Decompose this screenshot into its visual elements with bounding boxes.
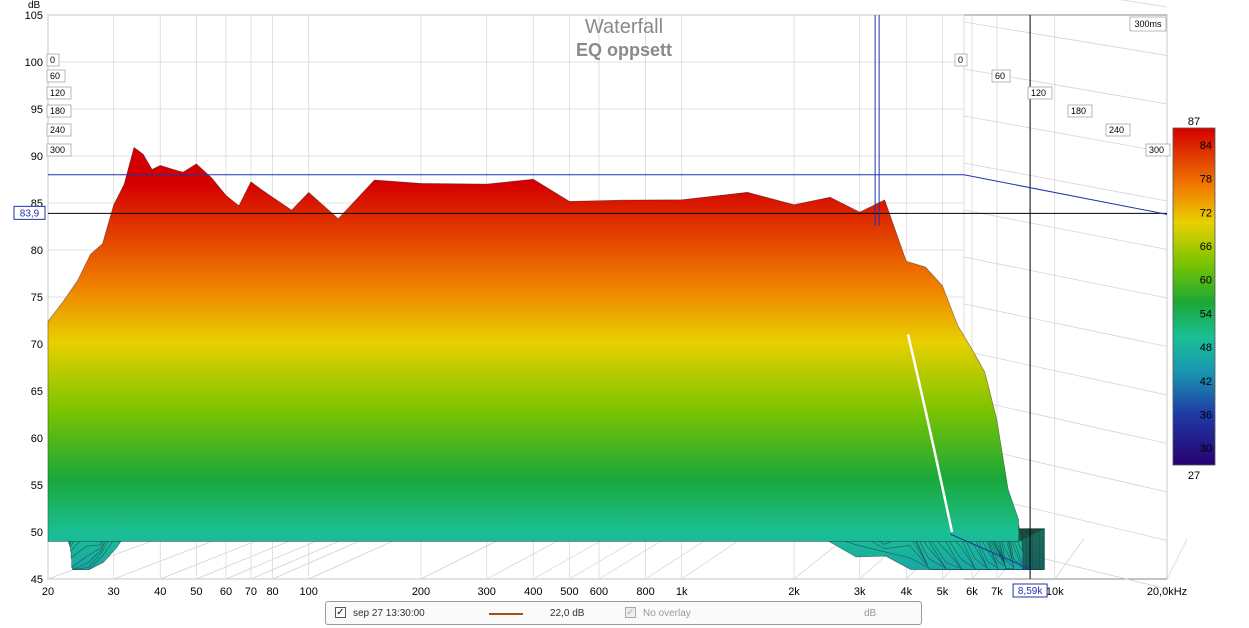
x-tick-label: 200 [412,586,430,598]
time-tick-right: 300 [1149,145,1164,155]
cursor-db-box [13,205,46,220]
x-tick-label: 40 [154,586,166,598]
x-tick-label: 80 [266,586,278,598]
time-window-box [1129,16,1167,32]
measurement-name: sep 27 13:30:00 [353,608,425,619]
x-tick-label: 800 [636,586,654,598]
x-tick-label: 400 [524,586,542,598]
chart-subtitle: EQ oppsett [576,40,672,60]
y-tick-label: 90 [31,151,43,163]
time-tick-right: 60 [995,71,1005,81]
unit-label: dB [864,608,877,619]
x-tick-label: 1k [676,586,688,598]
cursor-hz-readout: 8,59k [1018,586,1043,597]
x-tick-label: 100 [300,586,318,598]
time-tick-box [46,53,60,67]
y-tick-label: 55 [31,480,43,492]
time-tick-right: 120 [1031,88,1046,98]
time-tick-box [954,53,968,67]
measurement-legend-bar: ✓ sep 27 13:30:00 22,0 dB ✓ No overlay d… [325,601,922,625]
measurement-line-swatch [489,613,523,615]
time-tick-box [1067,104,1093,118]
x-tick-label: 300 [478,586,496,598]
colorbar-max: 87 [1188,116,1200,128]
colorbar-tick: 36 [1200,409,1212,421]
floor-grid [47,538,1188,580]
colorbar-tick: 54 [1200,308,1212,320]
time-tick-box [46,104,72,118]
y-tick-label: 60 [31,433,43,445]
colorbar-tick: 66 [1200,241,1212,253]
overlay-checkbox[interactable]: ✓ [625,607,636,618]
x-tick-label: 30 [108,586,120,598]
time-tick-box [46,123,72,137]
colorbar-tick: 48 [1200,342,1212,354]
time-tick-right: 180 [1071,106,1086,116]
time-tick-left: 0 [50,55,55,65]
cursor-back-line [48,174,1168,215]
waterfall-slice [47,146,1019,542]
x-tick-label: 20,0kHz [1147,586,1187,598]
x-tick-label: 600 [590,586,608,598]
time-tick-box [1027,86,1053,100]
colorbar-tick: 42 [1200,376,1212,388]
x-tick-label: 50 [190,586,202,598]
colorbar-tick: 60 [1200,275,1212,287]
x-tick-label: 500 [560,586,578,598]
time-tick-box [46,69,66,83]
cursor-floor-line [949,533,1031,570]
overlay-label: No overlay [643,608,691,619]
time-tick-box [991,69,1011,83]
time-tick-box [1105,123,1131,137]
time-tick-left: 240 [50,125,65,135]
x-tick-label: 6k [966,586,978,598]
cursor-hz-box [1012,583,1048,598]
y-tick-label: 75 [31,292,43,304]
time-window-label: 300ms [1134,19,1162,29]
x-tick-label: 2k [788,586,800,598]
y-tick-label: 95 [31,104,43,116]
x-tick-label: 20 [42,586,54,598]
x-tick-label: 60 [220,586,232,598]
colorbar-tick: 78 [1200,174,1212,186]
time-tick-left: 300 [50,145,65,155]
waterfall-surface [47,146,1045,571]
x-tick-label: 3k [854,586,866,598]
cursor-db-readout: 83,9 [20,208,40,219]
decay-ridge-marker [906,334,954,533]
y-tick-label: 105 [25,10,43,22]
y-tick-label: 65 [31,386,43,398]
time-tick-right: 0 [958,55,963,65]
measurement-checkbox[interactable]: ✓ [335,607,346,618]
x-tick-label: 10k [1046,586,1064,598]
colorbar-tick: 72 [1200,207,1212,219]
measurement-value: 22,0 dB [550,608,585,619]
x-tick-label: 5k [937,586,949,598]
colorbar-min: 27 [1188,470,1200,482]
x-tick-label: 70 [245,586,257,598]
time-tick-left: 180 [50,106,65,116]
colorbar [1172,127,1216,466]
time-tick-right: 240 [1109,125,1124,135]
y-tick-label: 100 [25,57,43,69]
y-tick-label: 80 [31,245,43,257]
x-tick-label: 7k [991,586,1003,598]
time-tick-box [46,86,72,100]
y-tick-label: 70 [31,339,43,351]
time-tick-box [1145,143,1171,157]
time-tick-left: 120 [50,88,65,98]
colorbar-tick: 30 [1200,443,1212,455]
time-tick-box [46,143,72,157]
colorbar-tick: 84 [1200,140,1212,152]
x-tick-label: 4k [900,586,912,598]
y-tick-label: 50 [31,527,43,539]
y-tick-label: 45 [31,574,43,586]
time-tick-left: 60 [50,71,60,81]
chart-title: Waterfall [585,16,663,38]
y-unit-label: dB [28,0,41,11]
